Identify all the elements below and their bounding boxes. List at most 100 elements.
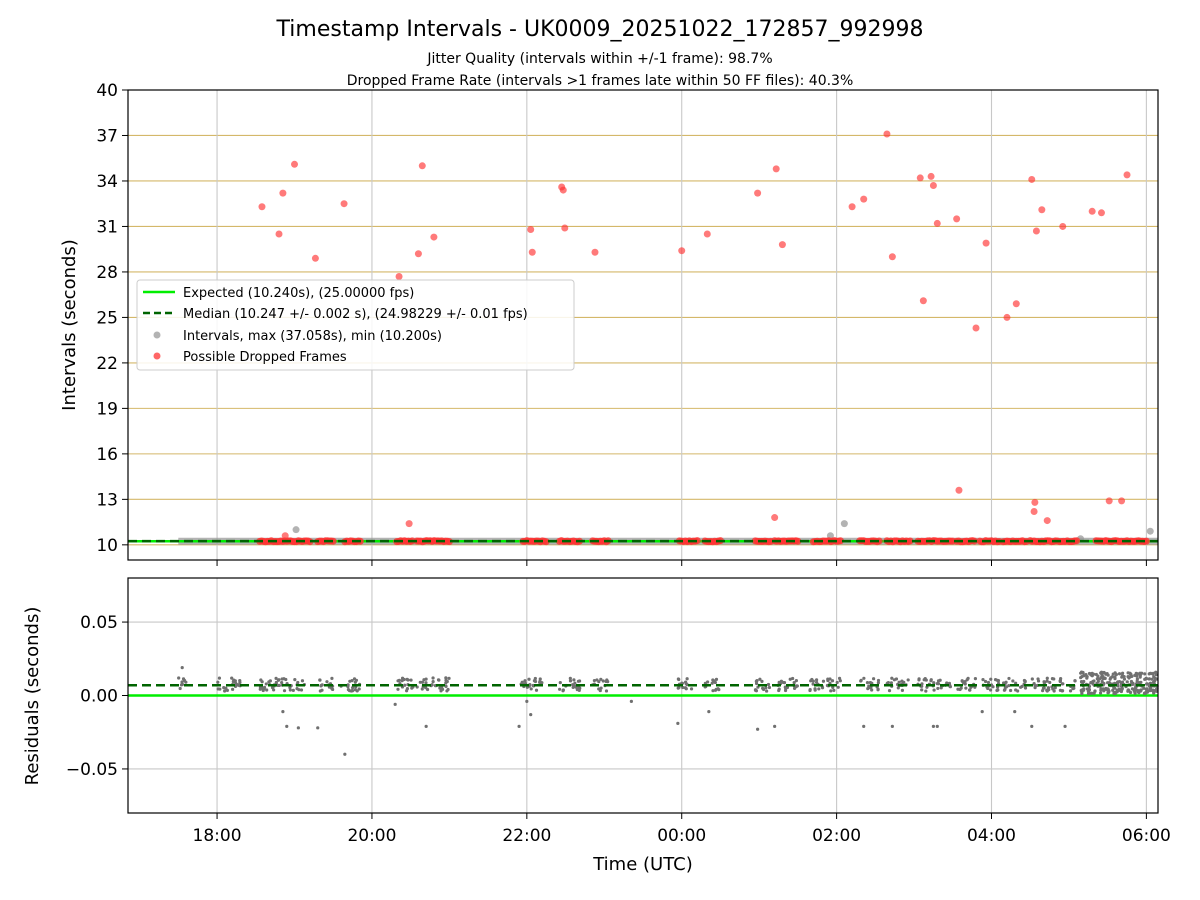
dropped-frame-point [340,200,348,208]
residual-point [1112,691,1116,696]
dropped-frame-point [329,537,337,545]
dropped-frame-point [771,514,779,522]
residual-point [811,682,815,686]
residual-point [571,685,575,690]
residual-point [350,686,355,690]
residual-point [1081,688,1085,692]
top-panel-frame [127,89,1159,561]
residual-point [714,677,719,681]
dropped-frame-point [982,239,990,247]
residual-point [444,678,448,682]
residual-point [1080,670,1084,675]
residual-point [431,676,435,680]
residual-point [318,689,322,693]
residual-point [1139,680,1143,684]
residual-point [995,678,1000,682]
residual-point [758,677,762,681]
residual-point [604,689,609,693]
residual-point [760,679,764,683]
top-y-axis-label: Intervals (seconds) [59,239,80,411]
residual-point [932,688,936,692]
residual-point [1110,675,1114,679]
residual-point [354,678,359,682]
residual-point [597,680,601,684]
dropped-frame-point [542,538,550,546]
residual-point [1113,686,1117,690]
residual-point [265,688,269,692]
dropped-frame-point [794,537,802,545]
residual-point [404,689,409,693]
residual-point [447,676,451,680]
residual-point [820,686,825,690]
dropped-frame-point [953,215,961,223]
residual-point [965,678,969,682]
residual-point [1051,687,1055,691]
residual-point [791,676,795,681]
residual-point [890,724,894,728]
residual-point [925,685,929,689]
residual-point [1148,671,1152,676]
residual-point [1045,688,1049,692]
x-tick-label: 06:00 [1122,826,1171,846]
residual-point [1133,687,1138,691]
top-y-tick-label: 13 [96,490,118,510]
interval-point [1146,527,1154,535]
residual-point [684,687,688,691]
residual-point [268,679,272,683]
residual-point [318,678,322,682]
legend-expected-label: Expected (10.240s), (25.00000 fps) [183,286,414,301]
dropped-frame-point [1118,497,1126,505]
dropped-frame-point [559,186,567,194]
residual-point [1030,677,1034,681]
residual-point [396,687,400,691]
residual-point [777,680,781,684]
residual-point [299,688,304,692]
dropped-frame-point [703,230,711,238]
interval-point [292,526,300,534]
legend: Expected (10.240s), (25.00000 fps) Media… [136,279,575,371]
residual-point [810,677,814,682]
residual-point [862,676,866,680]
residual-point [231,687,235,691]
legend-box [136,279,575,371]
residual-point [296,726,300,730]
residual-point [403,683,407,687]
bottom-y-tick-label: 0.00 [80,687,118,707]
residual-point [1033,683,1037,688]
residual-point [960,679,964,683]
residual-point [1004,685,1009,689]
residual-point [1048,680,1052,685]
dropped-frame-point [1059,222,1067,230]
dropped-frame-point [875,537,883,545]
residual-point [773,724,777,728]
residual-point [1030,724,1034,728]
residual-point [438,686,442,690]
residual-point [629,699,633,703]
residual-point [890,676,894,680]
dropped-frame-point [754,189,762,197]
residual-point [1040,689,1045,693]
residual-point [1045,679,1049,683]
residual-point [224,686,228,690]
residual-point [813,688,817,692]
residual-point [397,678,401,682]
residual-point [355,689,359,693]
residual-point [1045,676,1049,680]
residual-point [1113,677,1117,681]
x-tick-label: 02:00 [812,826,861,846]
dropped-frame-point [836,537,844,545]
dropped-frame-point [528,248,536,256]
dropped-frame-point [1003,313,1011,321]
dropped-frame-point [561,224,569,232]
residual-point [862,724,866,728]
residual-point [980,710,984,714]
residual-point [1147,677,1151,681]
dropped-frame-point [916,174,924,182]
residual-point [599,677,603,681]
residual-point [829,689,833,693]
residual-point [1135,677,1139,681]
residual-point [293,677,297,682]
top-y-tick-label: 10 [96,536,118,556]
residual-point [406,678,410,682]
residual-point [1098,677,1102,681]
